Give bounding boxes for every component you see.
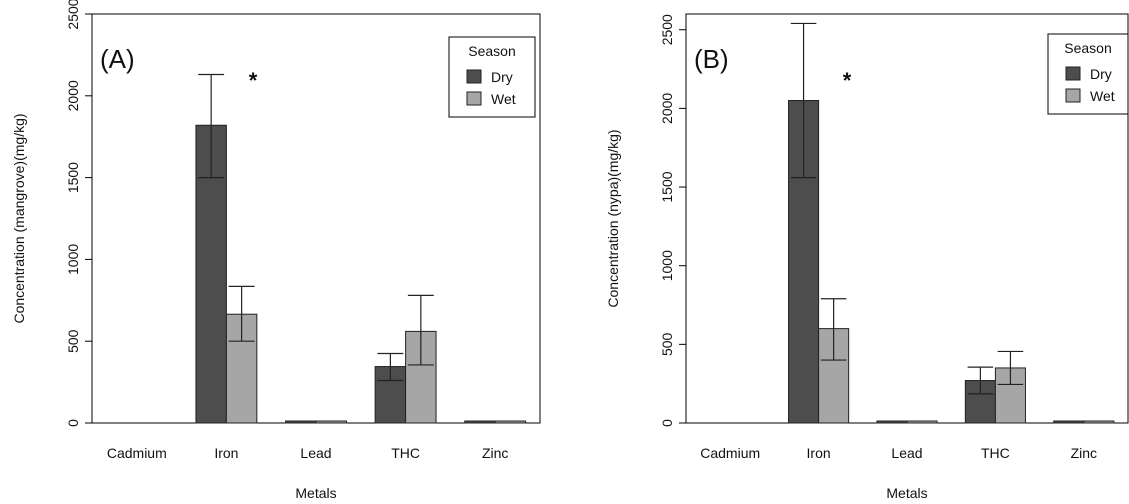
bar-wet [1083, 420, 1115, 424]
x-tick-label: Iron [214, 445, 238, 461]
significance-star: * [843, 68, 852, 93]
legend: Season Dry Wet [1047, 33, 1129, 115]
legend-label-wet: Wet [1090, 88, 1115, 104]
y-tick-label: 0 [659, 419, 675, 427]
legend-box [448, 36, 536, 118]
y-axis-title: Concentration (mangrove)(mg/kg) [11, 113, 27, 323]
legend-label-wet: Wet [491, 91, 516, 107]
panel-b: 0 500 1000 1500 2000 2500 Concentration (nypa)… [605, 13, 1129, 501]
x-tick-label: Lead [891, 445, 922, 461]
x-tick-label: Cadmium [107, 445, 167, 461]
y-tick-label: 1500 [65, 162, 81, 193]
y-tick-label: 2000 [659, 93, 675, 124]
bar-dry [464, 420, 496, 424]
bar-dry [1053, 420, 1085, 424]
legend-label-dry: Dry [1090, 66, 1112, 82]
legend-title: Season [468, 43, 515, 59]
y-tick-label: 2000 [65, 80, 81, 111]
y-tick-label: 500 [65, 329, 81, 353]
y-tick-label: 1000 [659, 250, 675, 281]
y-tick-label: 2500 [65, 0, 81, 30]
x-tick-label: Lead [300, 445, 331, 461]
legend: Season Dry Wet [448, 36, 536, 118]
bar-wet [906, 420, 938, 424]
panel-tag: (B) [694, 44, 729, 74]
x-tick-label: THC [391, 445, 420, 461]
x-tick-label: Iron [807, 445, 831, 461]
legend-label-dry: Dry [491, 69, 513, 85]
y-tick-label: 500 [659, 332, 675, 356]
x-tick-label: THC [981, 445, 1010, 461]
legend-box [1047, 33, 1129, 115]
y-tick-label: 0 [65, 419, 81, 427]
x-tick-label: Zinc [482, 445, 508, 461]
legend-title: Season [1064, 40, 1111, 56]
panel-a: 0 500 1000 1500 2000 2500 Concentration (mangr… [11, 0, 541, 501]
significance-star: * [249, 68, 258, 93]
y-tick-label: 1000 [65, 244, 81, 275]
y-tick-label: 1500 [659, 171, 675, 202]
legend-swatch-wet [466, 91, 482, 106]
bar-dry [876, 420, 908, 424]
bar-wet [315, 420, 347, 424]
bar-dry [285, 420, 317, 424]
x-tick-label: Cadmium [700, 445, 760, 461]
x-axis-title: Metals [295, 485, 336, 501]
legend-swatch-dry [466, 69, 482, 84]
y-axis-title: Concentration (nypa)(mg/kg) [605, 129, 621, 307]
y-tick-label: 2500 [659, 14, 675, 45]
x-tick-label: Zinc [1071, 445, 1097, 461]
bar-wet [494, 420, 527, 424]
panel-tag: (A) [100, 44, 135, 74]
x-axis-title: Metals [886, 485, 927, 501]
legend-swatch-wet [1065, 88, 1081, 103]
legend-swatch-dry [1065, 66, 1081, 81]
